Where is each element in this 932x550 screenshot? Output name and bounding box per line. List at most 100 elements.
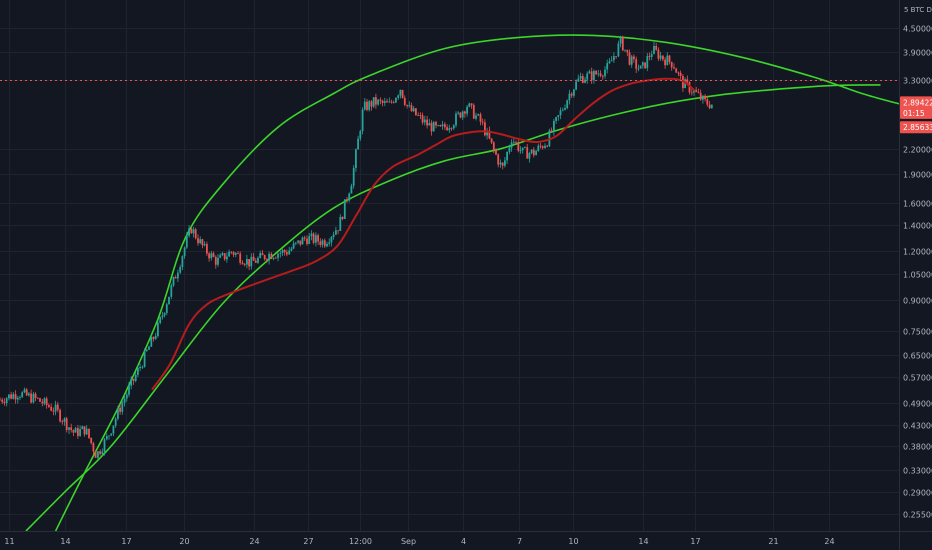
- time-tick-label: 11: [4, 537, 14, 546]
- candle-body: [359, 131, 362, 139]
- candle-body: [25, 389, 28, 396]
- candle-body: [597, 73, 600, 75]
- candle-body: [272, 257, 275, 259]
- moving-average-line[interactable]: [151, 77, 696, 391]
- candle-body: [246, 259, 248, 265]
- candle-body: [357, 138, 359, 150]
- candle-body: [668, 55, 671, 62]
- candle-body: [430, 123, 433, 132]
- candle-body: [497, 154, 500, 165]
- price-tick-label: 0.25500: [903, 511, 932, 520]
- candle-body: [152, 337, 155, 339]
- candle-body: [65, 418, 68, 430]
- candle-body: [261, 253, 264, 256]
- candle-body: [423, 119, 426, 123]
- candle-body: [139, 367, 141, 369]
- candle-body: [199, 239, 202, 244]
- candle-body: [339, 217, 342, 231]
- candle-body: [45, 398, 48, 406]
- candle-body: [666, 55, 669, 66]
- candle-body: [145, 349, 148, 351]
- candle-body: [539, 145, 542, 147]
- candle-body: [566, 100, 569, 108]
- candle-body: [693, 90, 695, 93]
- candle-body: [72, 430, 75, 433]
- candle-body: [702, 95, 704, 100]
- candle-body: [101, 451, 104, 454]
- price-tick-label: 1.60000: [903, 200, 932, 209]
- candle-body: [303, 237, 306, 239]
- price-tag-label: 01:15: [903, 109, 925, 118]
- candle-body: [290, 248, 293, 251]
- candle-body: [219, 255, 222, 258]
- candle-body: [495, 149, 497, 155]
- candle-body: [248, 259, 250, 267]
- candle-body: [315, 235, 317, 243]
- candle-body: [137, 368, 139, 375]
- candle-body: [157, 322, 159, 336]
- candle-body: [317, 235, 319, 242]
- candle-body: [3, 401, 6, 403]
- candle-body: [684, 79, 686, 89]
- candle-body: [208, 253, 210, 259]
- candle-body: [346, 199, 348, 201]
- candle-body: [448, 128, 451, 131]
- candle-body: [575, 81, 577, 90]
- trend-curve-2[interactable]: [25, 84, 881, 532]
- candle-body: [234, 253, 237, 255]
- candle-body: [266, 259, 268, 261]
- candle-body: [221, 253, 224, 255]
- candle-body: [1, 399, 4, 402]
- candle-body: [568, 93, 571, 101]
- candle-body: [477, 114, 480, 116]
- candle-body: [650, 54, 653, 57]
- candle-body: [510, 142, 513, 148]
- price-tag-bg: [900, 96, 932, 109]
- candle-body: [8, 394, 10, 399]
- candle-body: [237, 253, 239, 254]
- candle-body: [108, 435, 110, 437]
- candle-body: [617, 43, 620, 57]
- candle-body: [56, 404, 59, 410]
- candle-body: [559, 110, 562, 116]
- candle-body: [19, 397, 21, 398]
- candle-body: [633, 56, 635, 60]
- candle-body: [662, 55, 664, 60]
- price-tag-bg: [900, 106, 932, 119]
- candle-body: [561, 109, 564, 111]
- candle-body: [286, 252, 288, 255]
- time-axis[interactable]: 11 14 17 20 24 27 12:00 Sep 4 7 10 14 17 21 24: [0, 531, 932, 547]
- candle-body: [688, 82, 691, 93]
- candle-body: [274, 257, 277, 259]
- candle-body: [114, 418, 117, 426]
- candle-body: [368, 101, 371, 110]
- candle-body: [5, 398, 8, 403]
- candle-body: [306, 238, 308, 244]
- candle-body: [277, 253, 279, 258]
- price-tag-label: 2.85633: [903, 123, 932, 132]
- candle-body: [192, 229, 195, 234]
- candle-body: [361, 109, 364, 132]
- candle-body: [99, 451, 101, 454]
- candle-body: [328, 242, 331, 244]
- candle-body: [417, 115, 420, 116]
- candle-body: [441, 124, 444, 127]
- candle-body: [626, 49, 629, 53]
- candle-body: [134, 374, 137, 381]
- candle-body: [537, 145, 540, 151]
- price-tick-label: 4.50000: [903, 25, 932, 34]
- candle-body: [444, 124, 446, 128]
- candle-body: [241, 262, 244, 265]
- candle-body: [464, 111, 466, 114]
- price-tick-label: 1.20000: [903, 248, 932, 257]
- candle-body: [270, 253, 273, 259]
- candle-body: [504, 160, 506, 166]
- candle-body: [163, 312, 166, 316]
